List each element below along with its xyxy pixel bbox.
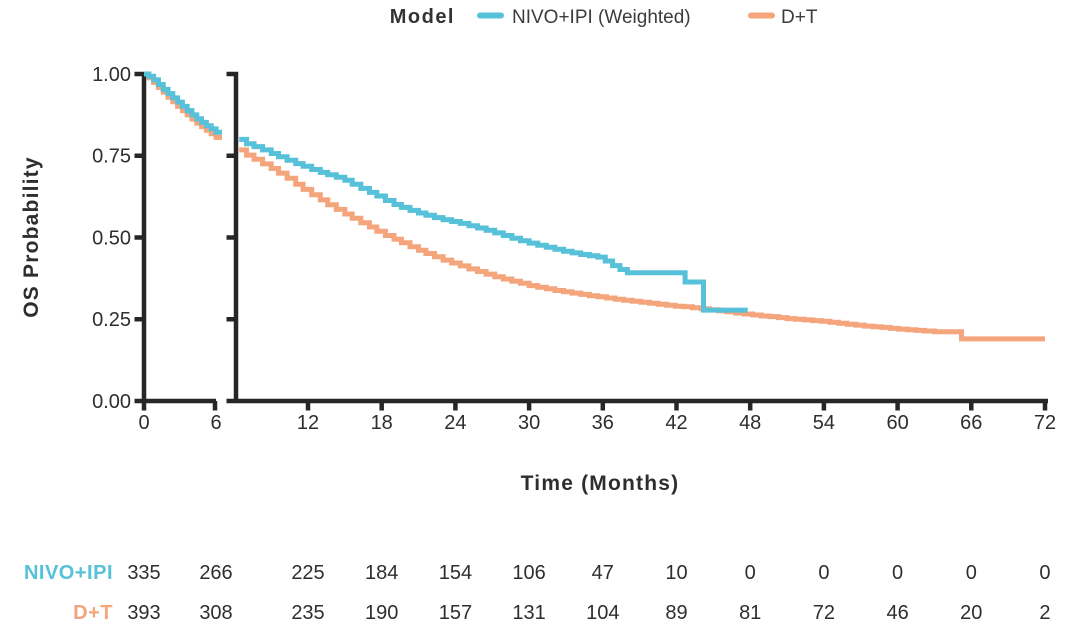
risk-table: NIVO+IPI 335 266 225 184 154 106 47 10 0 0 0 0 0 D+T 39…: [24, 562, 1051, 624]
risk-table-value: 2: [1039, 602, 1050, 624]
risk-table-value: 10: [665, 562, 687, 584]
x-tick-label: 6: [210, 412, 221, 434]
risk-table-value: 184: [365, 562, 398, 584]
risk-table-value: 154: [439, 562, 472, 584]
risk-table-value: 335: [127, 562, 160, 584]
x-tick-label: 42: [665, 412, 687, 434]
risk-table-value: 266: [199, 562, 232, 584]
risk-table-value: 104: [586, 602, 619, 624]
x-tick-labels: 0 6 12 18 24 30 36 42 48 54 60 66 72: [138, 412, 1056, 434]
y-tick-label: 0.25: [92, 309, 131, 331]
x-tick-label: 30: [518, 412, 540, 434]
x-axis-title: Time (Months): [521, 472, 680, 495]
y-axis-title: OS Probability: [20, 156, 43, 318]
risk-table-value: 0: [1039, 562, 1050, 584]
risk-table-value: 89: [665, 602, 687, 624]
km-curve-d-t-segment-2: [239, 147, 1045, 342]
x-tick-label: 66: [960, 412, 982, 434]
risk-table-value: 131: [512, 602, 545, 624]
x-tick-label: 0: [138, 412, 149, 434]
risk-table-value: 20: [960, 602, 982, 624]
risk-table-value: 308: [199, 602, 232, 624]
risk-table-value: 46: [886, 602, 908, 624]
legend: Model NIVO+IPI (Weighted) D+T: [390, 6, 818, 28]
x-tick-label: 48: [739, 412, 761, 434]
axis-panel-2: [226, 71, 1048, 411]
km-curves: [144, 71, 1045, 342]
risk-table-value: 157: [439, 602, 472, 624]
risk-table-value: 0: [892, 562, 903, 584]
y-tick-label: 0.75: [92, 146, 131, 168]
risk-table-value: 225: [291, 562, 324, 584]
legend-label-dt: D+T: [781, 7, 818, 28]
risk-table-row-label: D+T: [73, 602, 113, 624]
legend-title: Model: [390, 6, 455, 28]
axes: [134, 71, 1048, 411]
legend-swatch-nivo-ipi-icon: [477, 12, 504, 19]
risk-table-value: 0: [966, 562, 977, 584]
y-tick-label: 1.00: [92, 64, 131, 86]
x-tick-label: 72: [1034, 412, 1056, 434]
axis-panel-1: [134, 71, 218, 411]
risk-table-value: 106: [512, 562, 545, 584]
risk-table-value: 0: [745, 562, 756, 584]
risk-table-value: 0: [818, 562, 829, 584]
risk-table-value: 393: [127, 602, 160, 624]
risk-table-value: 235: [291, 602, 324, 624]
km-curve-nivo-ipi-weighted-segment-2: [239, 136, 748, 313]
legend-swatch-dt-icon: [748, 12, 775, 19]
legend-label-nivo-ipi: NIVO+IPI (Weighted): [512, 7, 691, 28]
y-tick-label: 0.50: [92, 228, 131, 250]
risk-table-value: 72: [813, 602, 835, 624]
x-tick-label: 18: [371, 412, 393, 434]
x-tick-label: 60: [886, 412, 908, 434]
risk-table-value: 190: [365, 602, 398, 624]
x-tick-label: 24: [444, 412, 466, 434]
risk-table-row-label: NIVO+IPI: [24, 562, 113, 584]
x-tick-label: 36: [592, 412, 614, 434]
risk-table-value: 81: [739, 602, 761, 624]
km-curve-nivo-ipi-weighted-segment-1: [144, 71, 222, 135]
y-tick-labels: 1.00 0.75 0.50 0.25 0.00: [92, 64, 131, 413]
y-tick-label: 0.00: [92, 391, 131, 413]
x-tick-label: 54: [813, 412, 835, 434]
risk-table-value: 47: [592, 562, 614, 584]
x-tick-label: 12: [297, 412, 319, 434]
